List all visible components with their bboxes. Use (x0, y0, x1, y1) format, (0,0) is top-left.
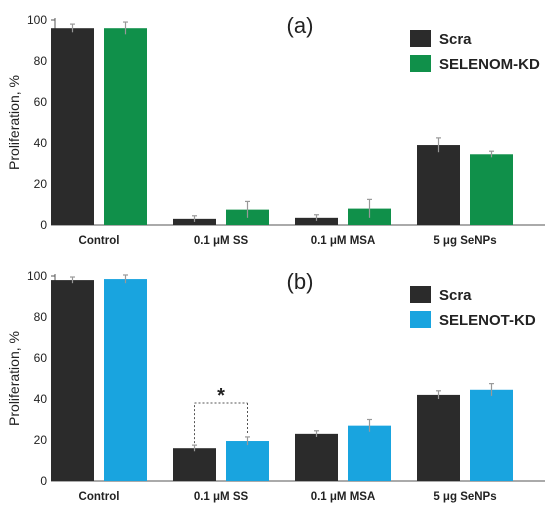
x-tick-label: Control (79, 491, 120, 503)
bar (51, 28, 94, 226)
y-tick-label: 20 (34, 177, 48, 191)
bar (417, 394, 460, 481)
legend-swatch (410, 30, 431, 47)
bar (470, 154, 513, 225)
y-tick-label: 100 (27, 269, 47, 283)
y-tick-label: 60 (34, 95, 48, 109)
legend-label: Scra (439, 31, 472, 48)
bar (104, 279, 147, 481)
bar (417, 145, 460, 225)
x-tick-label: 0.1 μM MSA (311, 491, 376, 503)
y-tick-label: 80 (34, 310, 48, 324)
y-tick-label: 40 (34, 136, 48, 150)
bar (104, 28, 147, 226)
bar (348, 425, 391, 481)
x-tick-label: 5 μg SeNPs (433, 491, 496, 503)
bar (470, 389, 513, 481)
y-tick-label: 20 (34, 433, 48, 447)
x-tick-label: 5 μg SeNPs (433, 235, 496, 247)
legend-label: SELENOT-KD (439, 312, 536, 329)
panel-title: (a) (287, 13, 314, 38)
legend-label: SELENOM-KD (439, 56, 540, 73)
bar (173, 448, 216, 481)
x-tick-label: 0.1 μM SS (194, 235, 249, 247)
y-axis-label: Proliferation, % (6, 75, 22, 170)
legend-swatch (410, 311, 431, 328)
y-tick-label: 80 (34, 54, 48, 68)
legend-label: Scra (439, 287, 472, 304)
x-tick-label: Control (79, 235, 120, 247)
bar (226, 441, 269, 481)
bar (295, 433, 338, 481)
legend-swatch (410, 286, 431, 303)
y-tick-label: 0 (40, 218, 47, 232)
legend-swatch (410, 55, 431, 72)
y-tick-label: 60 (34, 351, 48, 365)
x-tick-label: 0.1 μM MSA (311, 235, 376, 247)
x-tick-label: 0.1 μM SS (194, 491, 249, 503)
bar (295, 217, 338, 225)
y-tick-label: 40 (34, 392, 48, 406)
y-tick-label: 0 (40, 474, 47, 488)
bar (51, 280, 94, 481)
y-axis-label: Proliferation, % (6, 331, 22, 426)
y-tick-label: 100 (27, 13, 47, 27)
significance-star: * (217, 385, 225, 407)
panel-title: (b) (287, 269, 314, 294)
